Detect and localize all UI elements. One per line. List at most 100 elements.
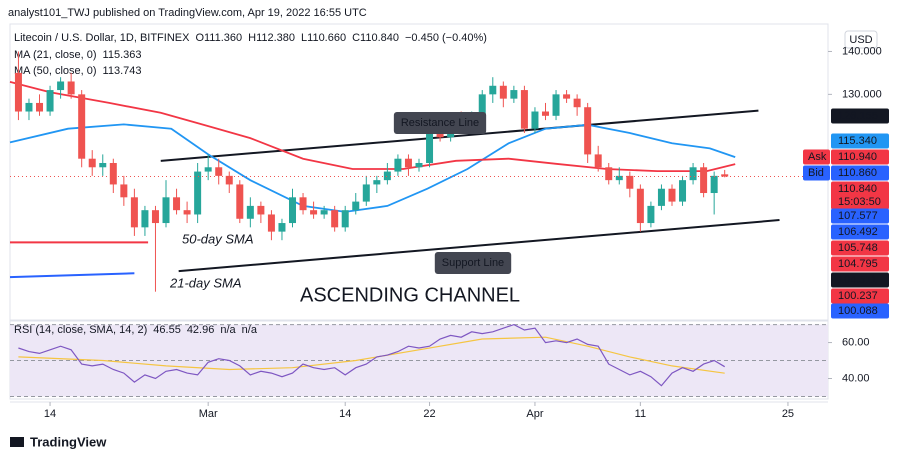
candle-body: [109, 162, 117, 185]
price-tag: Bid: [808, 167, 824, 179]
brand: TradingView: [10, 434, 107, 449]
resistance-label: Resistance Line: [393, 112, 487, 134]
candle-body: [362, 184, 370, 202]
x-tick-label: 22: [423, 408, 435, 420]
candle-body: [605, 167, 613, 181]
brand-logo: [10, 437, 24, 447]
currency: USD: [849, 34, 872, 46]
candle-body: [246, 205, 254, 219]
candle-body: [689, 167, 697, 181]
price-label-box: [831, 303, 889, 319]
price-label: 107.577: [838, 210, 878, 222]
candle-body: [700, 167, 708, 194]
rsi-tick-label: 40.00: [842, 372, 870, 384]
candle-body: [394, 158, 402, 172]
price-label-box: [831, 208, 889, 224]
candle-body: [426, 132, 434, 163]
price-countdown: 15:03:50: [838, 196, 881, 208]
candle-body: [183, 210, 191, 215]
candle-body: [647, 205, 655, 224]
resistance-label-box: [393, 112, 487, 134]
candle-body: [541, 111, 549, 116]
price-tag: Ask: [808, 151, 827, 163]
candle-body: [120, 184, 128, 198]
legend-text: L110.660: [301, 32, 346, 44]
trend-line: [178, 219, 780, 273]
candle-body: [151, 210, 159, 224]
moving-average: [9, 81, 736, 172]
price-label: 104.511: [838, 274, 877, 286]
candle-body: [341, 210, 349, 228]
candle-body: [552, 94, 560, 116]
candle-body: [478, 94, 486, 116]
trend-line: [160, 109, 759, 162]
legend-text: 115.363: [103, 49, 142, 61]
x-tick-label: 14: [44, 408, 56, 420]
y-tick-label: 140.000: [842, 45, 882, 57]
legend-text: RSI (14, close, SMA, 14, 2): [14, 324, 147, 336]
candle-body: [14, 72, 22, 112]
price-label-box: [831, 181, 889, 210]
price-label-box: [831, 288, 889, 304]
rsi-sma-line: [18, 336, 725, 374]
rsi-line: [18, 323, 726, 387]
price-label: 115.340: [838, 135, 877, 147]
candle-body: [36, 102, 44, 112]
support-label: Support Line: [434, 252, 512, 274]
candle-body: [173, 197, 181, 211]
candle-body: [310, 210, 318, 215]
candle-body: [636, 188, 644, 224]
price-label: 100.088: [838, 305, 878, 317]
candle-body: [320, 210, 328, 215]
legend-text: 46.55: [153, 324, 181, 336]
legend-text: −0.450 (−0.40%): [405, 32, 487, 44]
sma50-label: 50-day SMA: [182, 231, 254, 246]
rsi-tick-label: 60.00: [842, 336, 870, 348]
brand-name: TradingView: [30, 434, 107, 449]
candle-body: [404, 158, 412, 168]
price-tag-box: [803, 165, 830, 181]
candle-body: [257, 205, 265, 215]
candle-body: [531, 111, 539, 129]
candle-body: [289, 197, 297, 224]
x-tick-label: 25: [782, 408, 794, 420]
candle-body: [615, 175, 623, 181]
candle-body: [267, 214, 275, 232]
candle-body: [563, 94, 571, 99]
price-label-box: [831, 256, 889, 272]
candle-body: [99, 162, 107, 168]
price-label: 100.237: [838, 290, 878, 302]
price-label: 110.940: [838, 151, 877, 163]
candle-body: [436, 132, 444, 138]
price-label-box: [831, 272, 889, 288]
pattern-label: ASCENDING CHANNEL: [300, 284, 520, 306]
legend-text: MA (50, close, 0): [14, 65, 97, 77]
price-label-box: [831, 224, 889, 240]
candle-body: [236, 184, 244, 219]
candle-body: [204, 167, 212, 172]
candle-body: [352, 201, 360, 211]
candle-body: [225, 175, 233, 185]
candle-body: [57, 81, 65, 91]
legend-text: H112.380: [248, 32, 295, 44]
candle-body: [679, 180, 687, 202]
candle-body: [594, 154, 602, 168]
trend-line: [9, 272, 135, 279]
price-label-box: [831, 240, 889, 256]
price-label: 105.748: [838, 242, 878, 254]
candle-body: [383, 171, 391, 181]
candle-body: [194, 171, 202, 215]
price-tag-box: [803, 149, 830, 165]
candle-body: [299, 197, 307, 211]
legend-text: n/a: [242, 324, 258, 336]
currency-box[interactable]: [844, 30, 878, 49]
price-label: 110.860: [838, 167, 877, 179]
candle-body: [373, 180, 381, 185]
price-label: 110.840: [838, 183, 877, 195]
legend-text: 113.743: [103, 65, 142, 77]
moving-average: [9, 123, 736, 213]
sma21-label: 21-day SMA: [169, 275, 242, 290]
resistance-label-text: Resistance Line: [401, 117, 479, 129]
candle-body: [626, 175, 634, 189]
